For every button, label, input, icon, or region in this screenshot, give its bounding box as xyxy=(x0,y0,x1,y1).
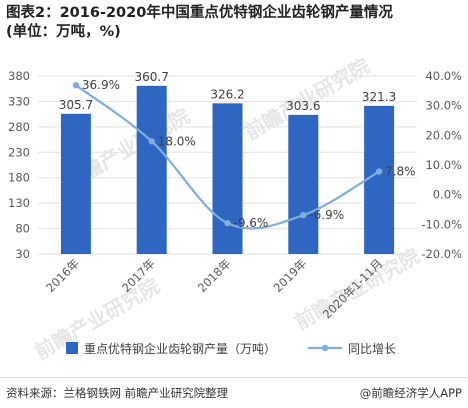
y-right-tick-label: 20.0% xyxy=(425,128,462,142)
legend: 重点优特钢企业齿轮钢产量（万吨） 同比增长 xyxy=(66,341,396,356)
bar-series xyxy=(60,85,395,254)
bar-value-label: 305.7 xyxy=(59,98,93,112)
line-point xyxy=(300,211,307,219)
line-value-label: -9.6% xyxy=(234,216,269,230)
y-left-tick-label: 180 xyxy=(8,171,30,185)
y-left-tick-label: 130 xyxy=(8,196,30,210)
bar-value-label: 321.3 xyxy=(362,90,396,104)
line-point xyxy=(375,168,383,175)
y-right-tick-label: 0.0% xyxy=(433,188,462,202)
line-series xyxy=(72,81,383,230)
right-axis: -20.0% -10.0% 0.0% 10.0% 20.0% 30.0% 40.0% xyxy=(421,69,462,261)
y-left-tick-label: 30 xyxy=(15,247,30,261)
legend-bar-swatch xyxy=(66,342,78,354)
source-note: 资料来源：兰格钢铁网 前瞻产业研究院整理 xyxy=(6,386,229,400)
bar-value-label: 326.2 xyxy=(210,87,244,101)
bar xyxy=(60,113,91,254)
footer: 资料来源：兰格钢铁网 前瞻产业研究院整理 @前瞻经济学人APP xyxy=(6,383,462,403)
x-category-label: 2016年 xyxy=(43,256,82,295)
bar-value-label: 360.7 xyxy=(135,70,169,84)
chart-title-line2: (单位：万吨，%) xyxy=(6,24,121,40)
line-value-label: -6.9% xyxy=(309,208,344,222)
y-left-tick-label: 380 xyxy=(8,69,30,83)
y-right-tick-label: -20.0% xyxy=(421,247,462,261)
y-left-tick-label: 80 xyxy=(15,222,30,236)
legend-bar-label: 重点优特钢企业齿轮钢产量（万吨） xyxy=(84,341,276,356)
bar xyxy=(136,85,167,254)
chart-title: 图表2：2016-2020年中国重点优特钢企业齿轮钢产量情况 (单位：万吨，%) xyxy=(6,4,462,42)
x-category-label: 2018年 xyxy=(195,256,234,295)
bar xyxy=(364,105,395,254)
line-value-label: 7.8% xyxy=(385,165,416,179)
y-right-tick-label: -10.0% xyxy=(421,217,462,231)
brand-label: @前瞻经济学人APP xyxy=(359,386,462,400)
y-left-tick-label: 330 xyxy=(8,94,30,108)
line-value-label: 36.9% xyxy=(82,78,120,92)
footer-divider xyxy=(0,377,468,378)
bar xyxy=(212,103,243,254)
y-left-tick-label: 230 xyxy=(8,145,30,159)
line-point xyxy=(148,138,155,145)
bar xyxy=(288,114,319,254)
y-right-tick-label: 40.0% xyxy=(425,69,462,83)
bar-value-label: 303.6 xyxy=(286,99,320,113)
left-axis: 30 80 130 180 230 280 330 380 xyxy=(8,69,30,261)
y-right-tick-label: 30.0% xyxy=(425,99,462,113)
legend-line-label: 同比增长 xyxy=(348,342,396,356)
legend-line-marker xyxy=(321,344,329,352)
chart-title-line1: 图表2：2016-2020年中国重点优特钢企业齿轮钢产量情况 xyxy=(6,5,393,21)
line-point xyxy=(224,219,231,227)
line-point xyxy=(72,81,80,89)
x-category-label: 2019年 xyxy=(271,256,310,295)
y-right-tick-label: 10.0% xyxy=(425,158,462,172)
bar-labels: 305.7 360.7 326.2 303.6 321.3 xyxy=(59,70,397,113)
line-labels: 36.9% 18.0% -9.6% -6.9% 7.8% xyxy=(82,78,416,230)
line-value-label: 18.0% xyxy=(158,134,196,148)
y-left-tick-label: 280 xyxy=(8,120,30,134)
